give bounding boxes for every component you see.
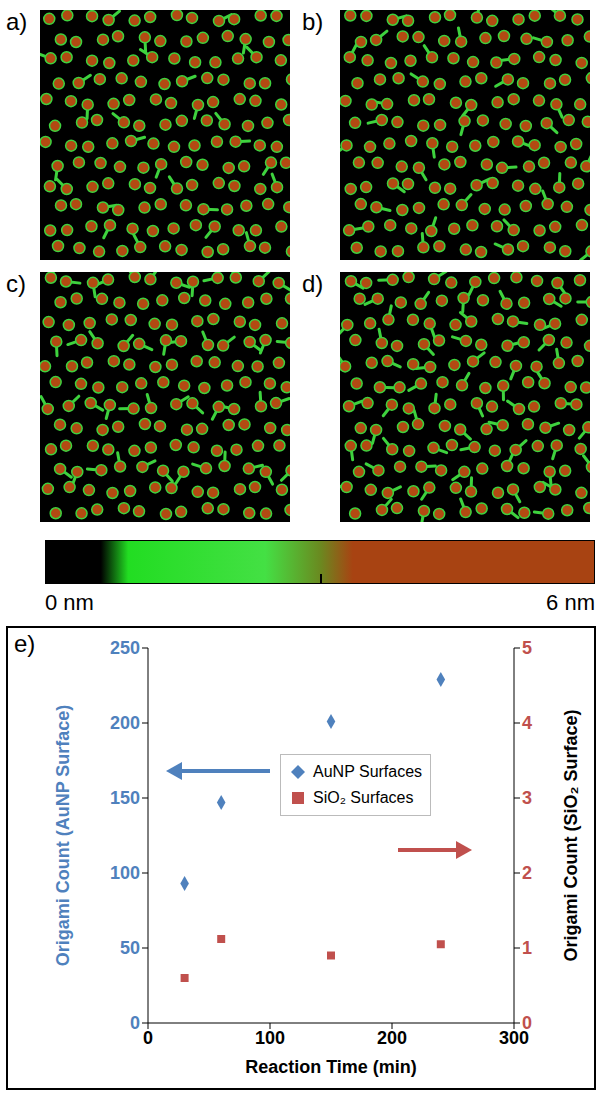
html-text:b): b) — [302, 8, 324, 35]
html-text:a): a) — [6, 8, 28, 35]
html-text:e): e) — [14, 630, 36, 657]
html-text:AuNP Surfaces: AuNP Surfaces — [313, 763, 423, 780]
html-text:6 nm: 6 nm — [546, 590, 595, 615]
svg-text:Origami Count (SiO₂ Surface): Origami Count (SiO₂ Surface) — [561, 709, 581, 961]
svg-text:100: 100 — [255, 1028, 285, 1048]
html-text:d): d) — [302, 270, 324, 297]
svg-text:50: 50 — [120, 938, 140, 958]
svg-text:0: 0 — [130, 1013, 140, 1033]
svg-text:5: 5 — [522, 638, 532, 658]
svg-text:1: 1 — [522, 938, 532, 958]
html-text:c): c) — [6, 270, 26, 297]
svg-text:0: 0 — [143, 1028, 153, 1048]
svg-text:100: 100 — [110, 863, 140, 883]
svg-text:Reaction Time (min): Reaction Time (min) — [245, 1057, 417, 1077]
svg-text:300: 300 — [499, 1027, 529, 1048]
svg-text:2: 2 — [522, 863, 532, 883]
svg-text:0: 0 — [522, 1013, 532, 1033]
svg-text:150: 150 — [110, 788, 140, 808]
svg-text:4: 4 — [522, 713, 532, 733]
svg-text:200: 200 — [377, 1028, 407, 1048]
html-text:0 nm: 0 nm — [45, 590, 94, 615]
html-text:SiO₂ Surfaces: SiO₂ Surfaces — [313, 789, 414, 806]
svg-text:250: 250 — [110, 638, 140, 658]
svg-text:Origami Count (AuNP Surface): Origami Count (AuNP Surface) — [53, 705, 73, 967]
svg-text:3: 3 — [522, 788, 532, 808]
svg-text:200: 200 — [110, 713, 140, 733]
